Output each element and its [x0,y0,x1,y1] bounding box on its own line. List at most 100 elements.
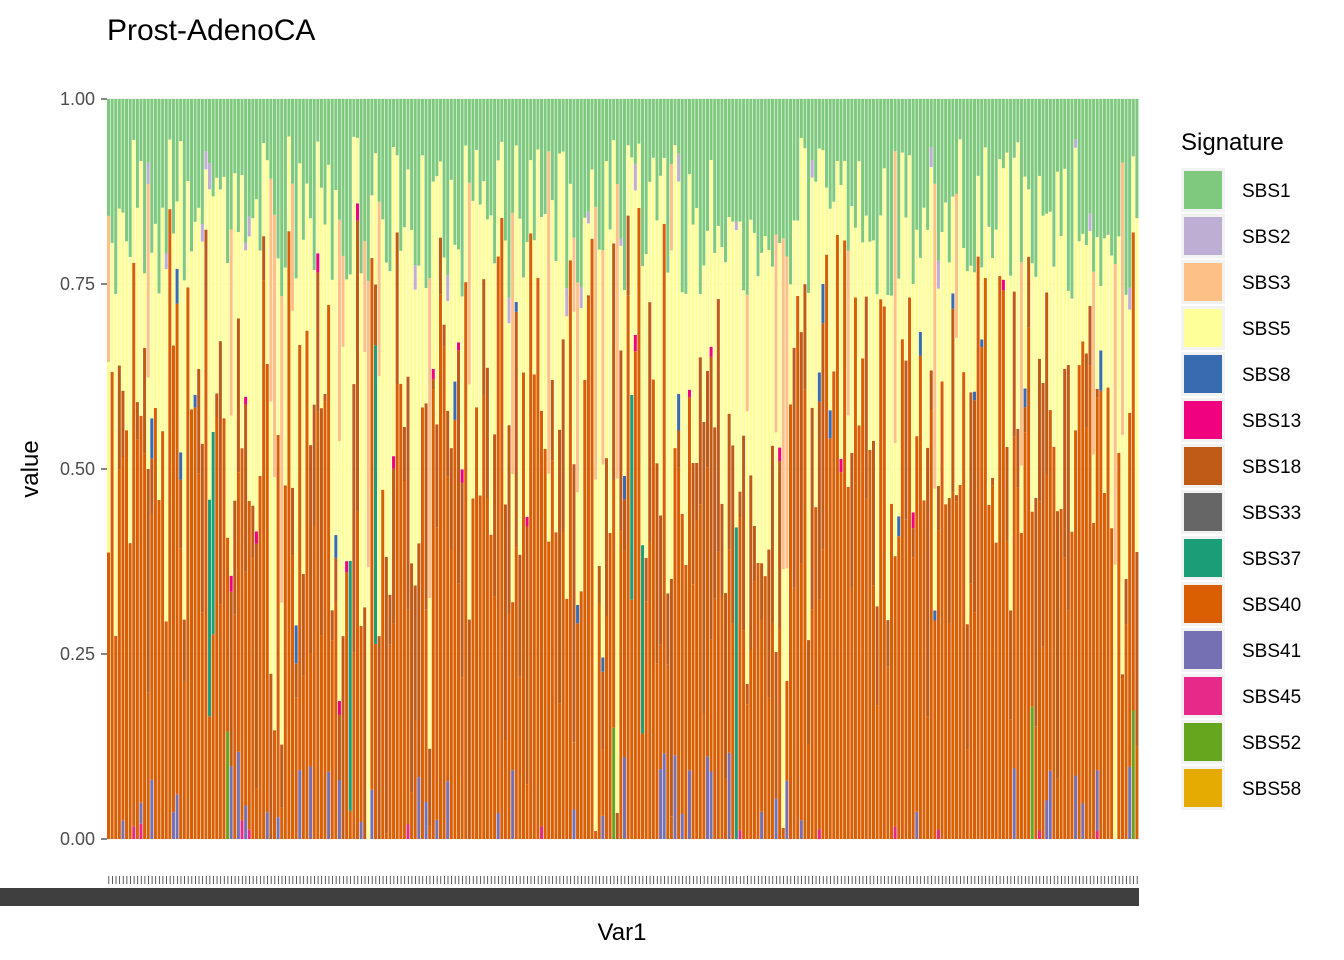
bar-segment-sbs5 [175,201,179,269]
bar-segment-sbs5 [1092,454,1096,523]
bar-segment-sbs1 [922,99,926,208]
bar-segment-sbs5 [150,252,154,419]
bar-segment-sbs18 [886,620,890,667]
bar-segment-sbs40 [1023,432,1027,839]
legend-label: SBS13 [1242,411,1301,432]
bar-segment-sbs8 [973,391,977,401]
bar-segment-sbs18 [1120,674,1124,679]
bar-segment-sbs3 [366,280,370,568]
legend-swatch-sbs13 [1184,401,1222,439]
bar-segment-sbs5 [807,292,811,641]
bar-segment-sbs5 [734,230,738,528]
bar-segment-sbs1 [204,99,208,152]
bar-segment-sbs40 [807,744,811,839]
bar-segment-sbs1 [1063,99,1067,169]
bar-segment-sbs1 [218,99,222,190]
bar-segment-sbs18 [449,448,453,550]
bar-segment-sbs5 [698,294,702,358]
bar-segment-sbs40 [1016,487,1020,839]
bar-segment-sbs5 [1012,157,1016,292]
bar-segment-sbs40 [973,612,977,839]
bar-segment-sbs18 [558,429,562,704]
bar-segment-sbs1 [229,99,233,230]
bar-segment-sbs18 [752,525,756,582]
bar-segment-sbs18 [1027,256,1031,328]
bar-segment-sbs18 [406,376,410,610]
bar-segment-sbs5 [810,177,814,408]
bar-segment-sbs8 [821,284,825,324]
bar-segment-sbs5 [363,351,367,608]
bar-segment-sbs40 [374,643,378,839]
bar-segment-sbs5 [890,295,894,504]
bar-segment-sbs1 [1056,99,1060,172]
bar-segment-sbs18 [309,445,313,654]
bar-segment-sbs3 [1120,162,1124,435]
bar-segment-sbs40 [514,547,518,839]
bar-segment-sbs1 [810,99,814,161]
bar-segment-sbs5 [684,293,688,565]
bar-segment-sbs5 [976,175,980,257]
bar-segment-sbs5 [763,236,767,577]
bar-segment-sbs5 [944,202,948,505]
bar-segment-sbs8 [150,418,154,459]
bar-segment-sbs5 [568,183,572,261]
legend-swatch-sbs18 [1184,447,1222,485]
bar-segment-sbs40 [179,548,183,839]
bar-segment-sbs5 [1088,231,1092,306]
bar-segment-sbs5 [1135,218,1139,552]
bar-segment-sbs18 [280,744,284,808]
bar-segment-sbs40 [641,733,645,839]
bar-segment-sbs40 [583,379,587,839]
bar-segment-sbs1 [583,99,587,218]
bar-segment-sbs40 [460,677,464,839]
bar-segment-sbs1 [623,99,627,291]
bar-segment-sbs40 [659,644,663,770]
bar-segment-sbs18 [395,232,399,385]
bar-segment-sbs1 [720,99,724,248]
bar-segment-sbs41 [417,777,421,839]
bar-segment-sbs1 [868,99,872,242]
bar-segment-sbs40 [684,564,688,839]
bar-segment-sbs3 [576,282,580,493]
bar-segment-sbs40 [410,792,414,839]
bar-segment-sbs1 [933,99,937,184]
bar-segment-sbs5 [554,260,558,533]
bar-segment-sbs41 [705,756,709,839]
bar-segment-sbs1 [309,99,313,219]
bar-segment-sbs1 [677,99,681,154]
bar-segment-sbs40 [244,571,248,806]
bar-segment-sbs1 [825,99,829,188]
bar-segment-sbs40 [1131,232,1135,711]
bar-segment-sbs2 [633,163,637,191]
legend-label: SBS33 [1242,503,1301,524]
bar-segment-sbs40 [933,620,937,839]
bar-segment-sbs40 [947,623,951,839]
bar-segment-sbs18 [424,403,428,610]
bar-segment-sbs40 [1088,365,1092,839]
bar-segment-sbs5 [153,223,157,408]
bar-segment-sbs40 [168,209,172,839]
bar-segment-sbs18 [442,324,446,347]
bar-segment-sbs5 [258,250,262,476]
bar-segment-sbs1 [312,99,316,271]
bar-segment-sbs1 [471,99,475,201]
bar-segment-sbs40 [604,616,608,839]
bar-segment-sbs40 [637,207,641,839]
bar-segment-sbs18 [1066,365,1070,611]
bar-segment-sbs5 [485,219,489,368]
bar-segment-sbs3 [280,296,284,603]
bar-segment-sbs40 [623,550,627,758]
bar-segment-sbs18 [904,360,908,520]
bar-segment-sbs1 [359,99,363,274]
bar-segment-sbs1 [399,99,403,251]
bar-segment-sbs37 [348,560,352,811]
bar-segment-sbs5 [189,251,193,410]
bar-segment-sbs41 [1095,770,1099,832]
bar-segment-sbs2 [677,153,681,182]
bar-segment-sbs1 [179,99,183,142]
y-tick-label: 1.00 [60,89,95,109]
bar-segment-sbs1 [251,99,255,219]
bar-segment-sbs18 [218,341,222,605]
bar-segment-sbs40 [482,395,486,839]
bar-segment-sbs5 [893,442,897,557]
